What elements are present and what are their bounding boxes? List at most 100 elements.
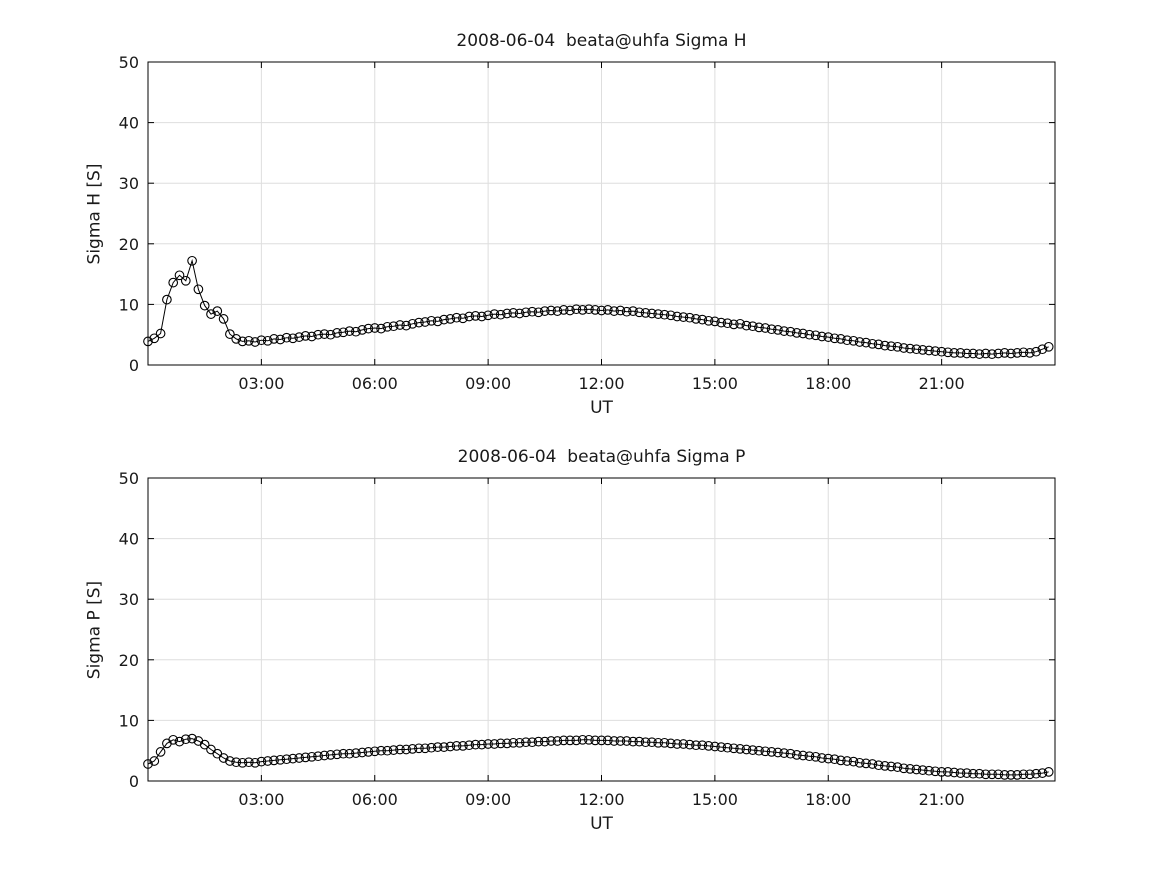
data-point	[892, 341, 903, 352]
data-point	[300, 331, 311, 341]
data-point	[420, 743, 430, 754]
data-point	[231, 334, 242, 344]
data-point	[596, 305, 607, 316]
data-point	[1043, 767, 1054, 777]
data-point	[212, 306, 223, 316]
data-point	[710, 741, 720, 752]
data-point	[798, 328, 808, 339]
data-point	[999, 348, 1010, 358]
data-point	[313, 329, 323, 340]
data-point	[357, 325, 368, 335]
data-point	[275, 334, 286, 345]
data-point	[615, 305, 626, 316]
data-point	[930, 766, 941, 777]
data-point	[691, 314, 701, 324]
data-point	[426, 315, 437, 326]
data-point	[552, 306, 563, 316]
data-point	[275, 754, 286, 765]
data-point	[911, 764, 922, 775]
data-point	[917, 765, 928, 775]
data-point	[426, 742, 437, 753]
data-point	[508, 737, 519, 748]
data-point	[722, 742, 733, 753]
y-tick-label: 50	[119, 469, 139, 488]
data-point	[842, 335, 852, 346]
data-point	[835, 334, 846, 344]
data-point	[905, 764, 915, 774]
data-point	[319, 329, 330, 339]
data-point	[1012, 770, 1023, 780]
data-point	[974, 768, 985, 779]
data-point	[243, 757, 254, 768]
data-point	[552, 736, 563, 746]
x-tick-label: 18:00	[805, 790, 851, 809]
data-point	[873, 339, 884, 350]
data-point	[703, 315, 714, 326]
data-point	[678, 739, 689, 749]
data-point	[590, 305, 601, 315]
data-point	[829, 333, 840, 344]
data-point	[1012, 348, 1023, 358]
data-point	[754, 745, 764, 756]
data-point	[861, 337, 871, 348]
data-point	[546, 305, 556, 316]
data-point	[199, 739, 210, 750]
data-point	[1006, 770, 1016, 780]
data-point	[829, 754, 840, 765]
y-tick-label: 50	[119, 53, 139, 72]
y-tick-label: 30	[119, 174, 139, 193]
x-tick-label: 03:00	[238, 790, 284, 809]
data-point	[810, 330, 821, 341]
data-point	[728, 743, 739, 754]
data-point	[300, 752, 311, 763]
data-point	[351, 326, 361, 337]
data-point	[1043, 341, 1054, 352]
data-point	[388, 321, 399, 332]
data-point	[395, 320, 405, 330]
data-point	[527, 306, 538, 317]
data-point	[256, 335, 267, 346]
data-point	[703, 741, 714, 751]
y-tick-label: 10	[119, 711, 139, 730]
data-point	[659, 309, 670, 320]
data-point	[609, 736, 619, 746]
data-line	[147, 258, 1049, 355]
data-point	[716, 742, 727, 752]
data-point	[489, 739, 500, 749]
data-point	[766, 747, 777, 757]
data-point	[640, 308, 651, 318]
data-point	[659, 737, 670, 748]
sigma-h-y-axis-label: Sigma H [S]	[84, 163, 105, 265]
data-point	[395, 744, 405, 755]
data-point	[180, 275, 191, 286]
data-point	[961, 768, 972, 778]
data-point	[369, 746, 380, 757]
data-point	[867, 759, 878, 769]
data-point	[332, 328, 342, 338]
data-point	[451, 741, 462, 751]
data-point	[747, 745, 758, 755]
data-point	[754, 322, 764, 333]
data-point	[269, 334, 279, 344]
data-point	[987, 349, 997, 359]
data-point	[489, 309, 500, 319]
data-point	[313, 751, 323, 762]
data-point	[848, 335, 859, 346]
data-point	[898, 763, 909, 774]
data-point	[306, 331, 317, 342]
data-point	[628, 736, 638, 747]
data-point	[880, 761, 890, 771]
data-point	[571, 304, 582, 315]
data-point	[867, 338, 878, 349]
data-point	[369, 323, 380, 333]
data-point	[288, 753, 298, 764]
data-point	[420, 317, 430, 327]
data-point	[930, 346, 941, 356]
data-point	[810, 751, 821, 762]
data-point	[495, 309, 506, 320]
data-point	[735, 318, 745, 329]
data-point	[483, 739, 493, 749]
data-point	[495, 738, 506, 749]
data-point	[804, 329, 815, 340]
data-point	[332, 749, 342, 760]
